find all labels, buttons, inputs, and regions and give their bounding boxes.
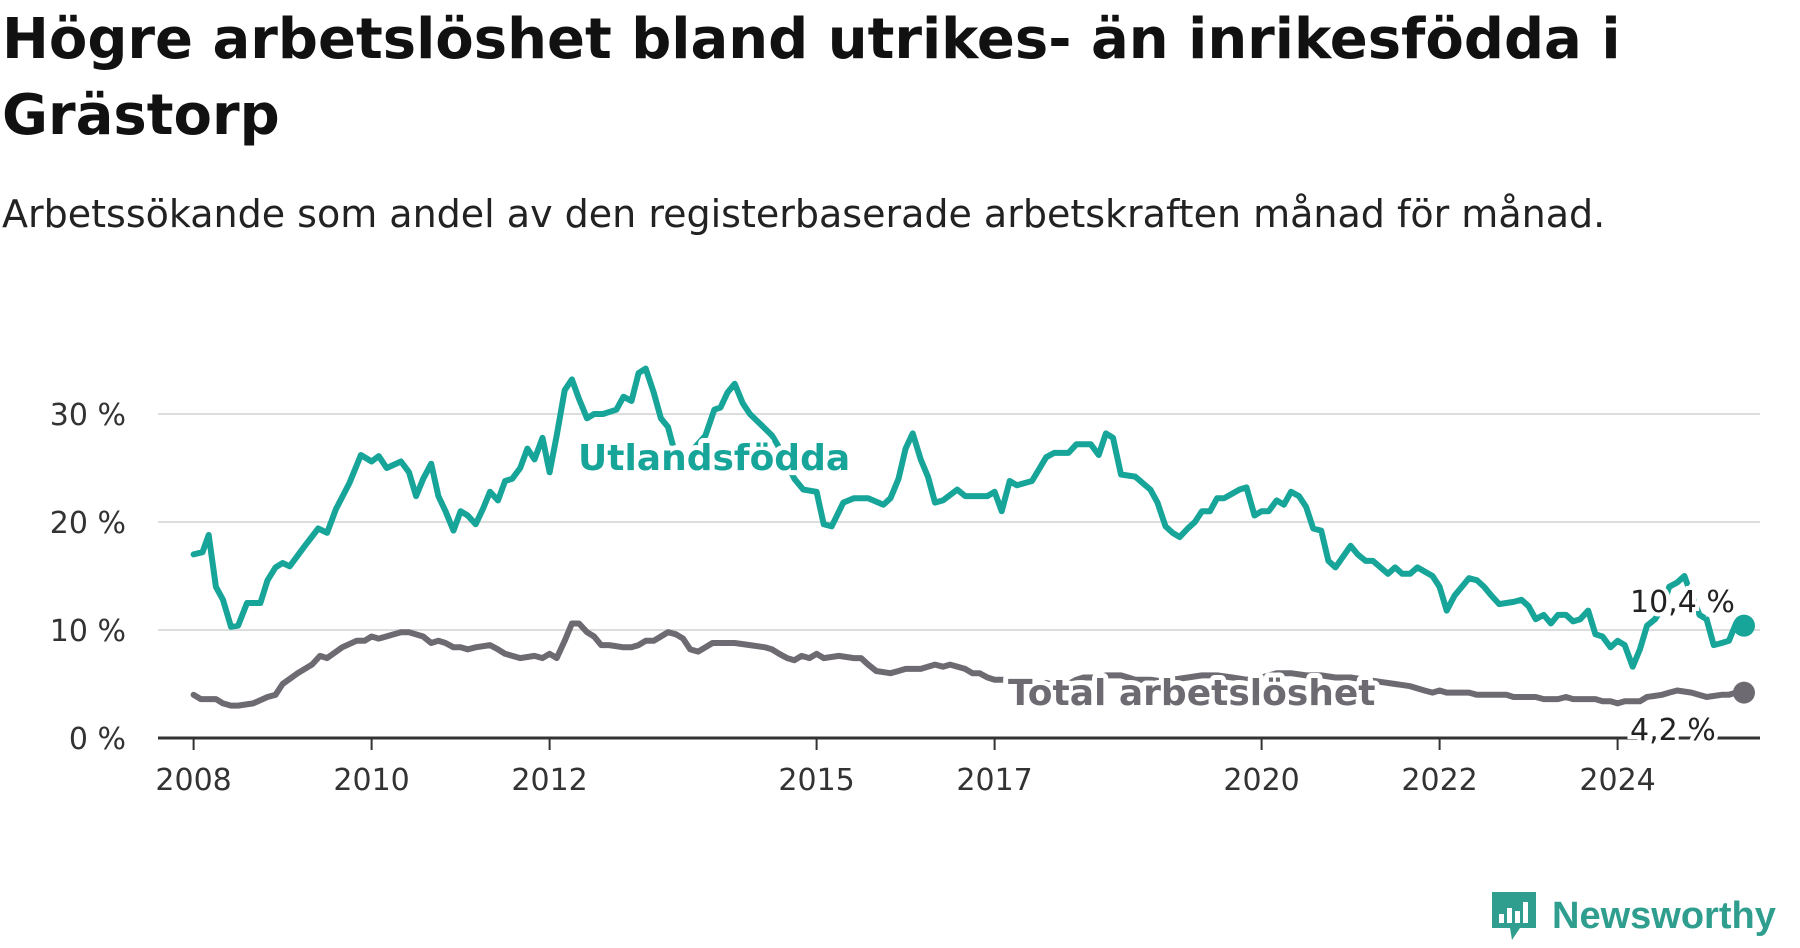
chart-subtitle: Arbetssökande som andel av den registerb… (2, 192, 1606, 236)
x-tick-label: 2015 (778, 763, 854, 798)
series-line-utlandsfodda (190, 365, 1747, 670)
newsworthy-logo-icon (1492, 892, 1536, 940)
x-tick-label: 2012 (511, 763, 587, 798)
x-axis-ticks: 2008 2010 2012 2015 2017 2020 2022 2024 (155, 736, 1760, 798)
end-value-label-utlandsfodda: 10,4 % (1630, 585, 1735, 620)
gridlines (158, 413, 1760, 631)
series-name-total-arbetsloshet: Total arbetslöshet (1008, 673, 1376, 714)
end-point-utlandsfodda (1732, 614, 1755, 637)
series-lines (190, 365, 1755, 709)
x-tick-label: 2017 (956, 763, 1032, 798)
x-tick-label: 2022 (1401, 763, 1477, 798)
series-labels: Utlandsfödda 10,4 % Total arbetslöshet 4,2 … (573, 433, 1739, 752)
series-name-utlandsfodda: Utlandsfödda (578, 438, 850, 479)
y-tick-label: 10 % (50, 614, 126, 649)
y-tick-label: 0 % (69, 722, 126, 757)
brand-name: Newsworthy (1552, 894, 1776, 937)
x-tick-label: 2020 (1223, 763, 1299, 798)
y-tick-label: 20 % (50, 506, 126, 541)
end-point-total-arbetsloshet (1732, 681, 1755, 704)
x-tick-label: 2010 (333, 763, 409, 798)
brand-logo: Newsworthy (1490, 886, 1776, 946)
chart-title: Högre arbetslöshet bland utrikes- än inr… (2, 7, 1621, 148)
y-tick-label: 30 % (50, 398, 126, 433)
x-tick-label: 2024 (1579, 763, 1655, 798)
end-value-label-total-arbetsloshet: 4,2 % (1630, 713, 1716, 748)
x-tick-label: 2008 (155, 763, 231, 798)
y-axis-ticks: 0 % 10 % 20 % 30 % (50, 398, 126, 757)
series-line-total-arbetsloshet (190, 620, 1747, 709)
